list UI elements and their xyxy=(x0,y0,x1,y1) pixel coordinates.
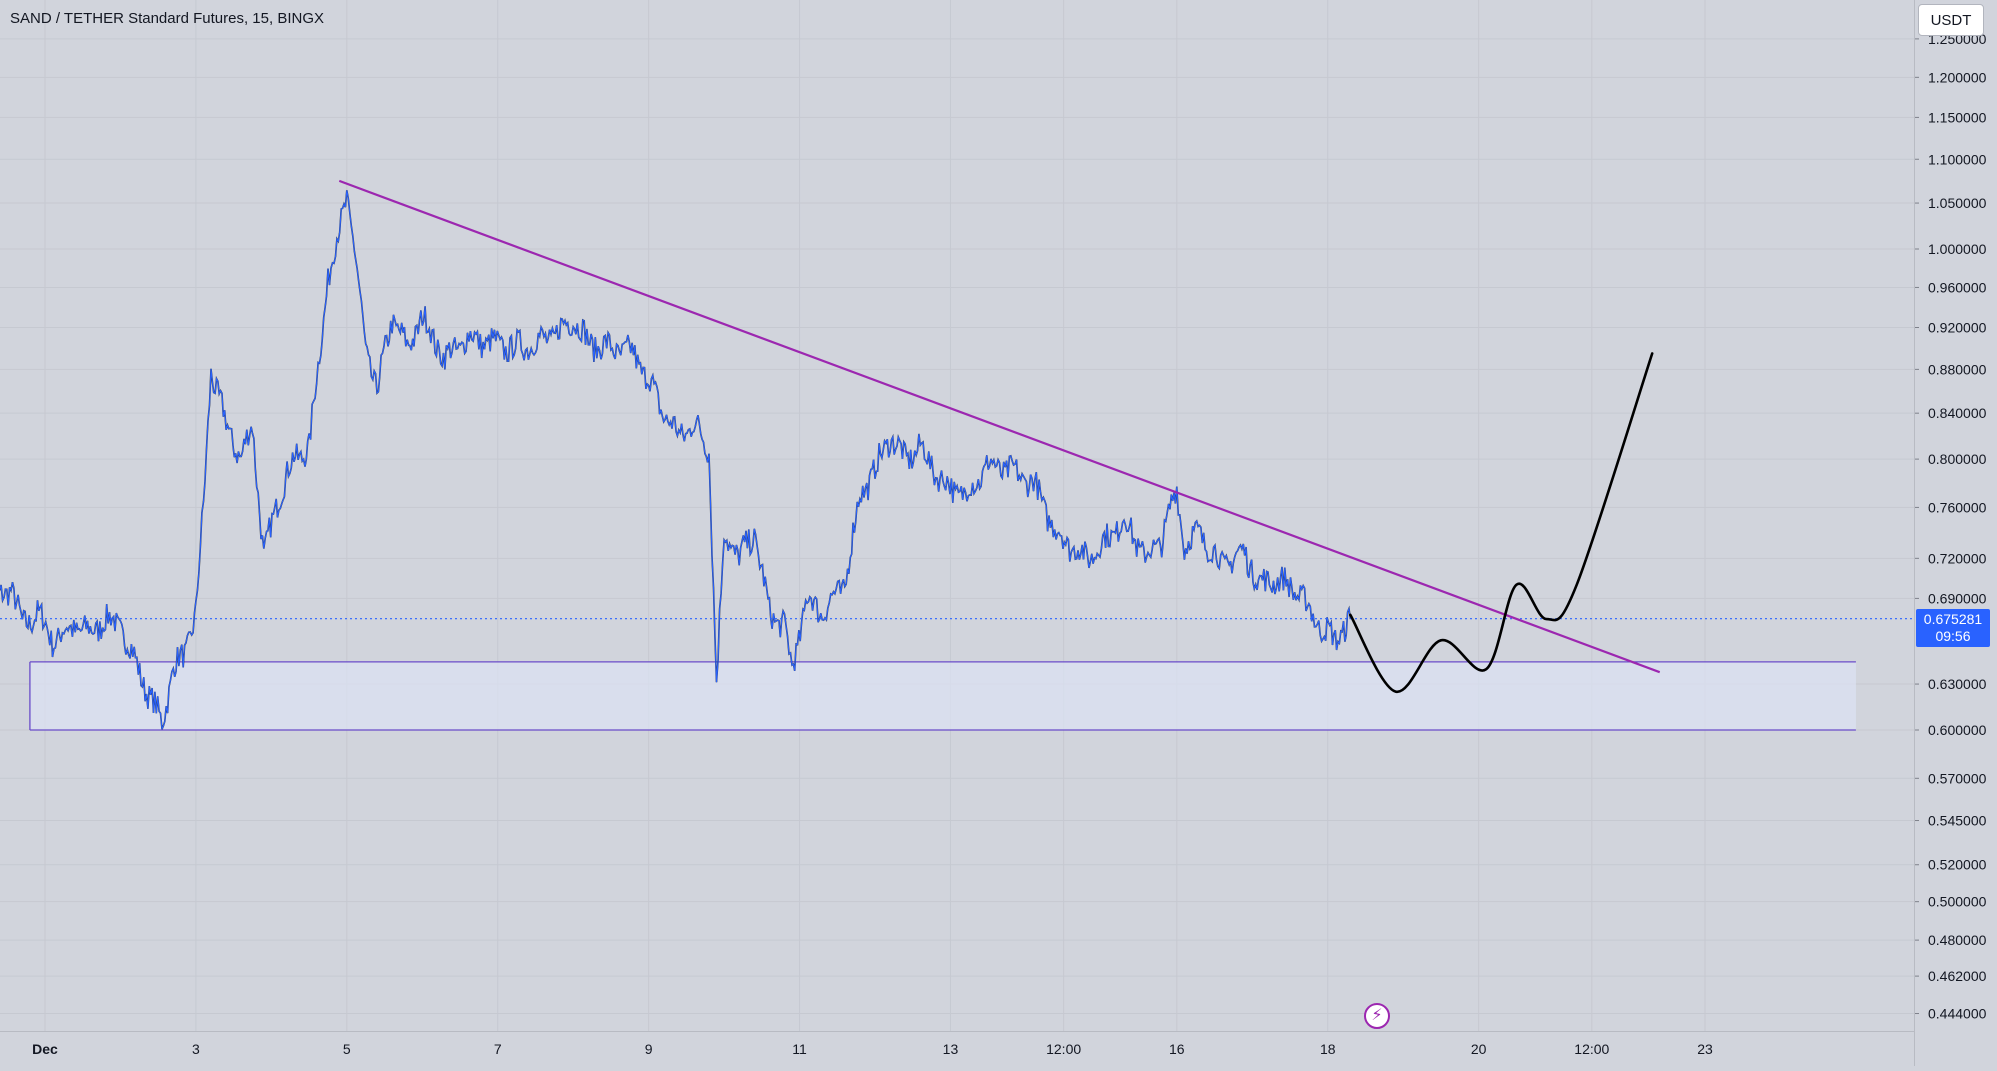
annotations xyxy=(338,179,1661,693)
price-series xyxy=(0,190,1914,730)
price-tick-label: 0.462000 xyxy=(1928,968,1987,984)
time-tick-label: 12:00 xyxy=(1046,1041,1081,1057)
price-tick-label: 0.520000 xyxy=(1928,857,1987,873)
price-tick-label: 0.880000 xyxy=(1928,361,1987,377)
last-price-badge: 0.675281 09:56 xyxy=(1916,608,1990,647)
time-tick-label: 20 xyxy=(1471,1041,1487,1057)
last-price-value: 0.675281 xyxy=(1923,610,1983,627)
price-tick-label: 0.600000 xyxy=(1928,722,1987,738)
currency-button[interactable]: USDT xyxy=(1918,4,1984,36)
time-tick-label: 13 xyxy=(943,1041,959,1057)
price-tick-label: 1.200000 xyxy=(1928,69,1987,85)
price-tick-label: 1.100000 xyxy=(1928,151,1987,167)
price-tick-label: 0.500000 xyxy=(1928,894,1987,910)
time-tick-label: 3 xyxy=(192,1041,200,1057)
price-tick-label: 0.545000 xyxy=(1928,813,1987,829)
price-tick-label: 0.920000 xyxy=(1928,320,1987,336)
projected-path xyxy=(1349,352,1654,693)
lightning-icon[interactable]: ⚡ xyxy=(1364,1003,1390,1029)
trendline-resistance xyxy=(338,179,1661,674)
price-tick-label: 0.960000 xyxy=(1928,279,1987,295)
price-tick-label: 0.800000 xyxy=(1928,451,1987,467)
price-tick-label: 0.760000 xyxy=(1928,499,1987,515)
price-tick-label: 0.444000 xyxy=(1928,1006,1987,1022)
price-tick-label: 0.720000 xyxy=(1928,550,1987,566)
time-axis[interactable]: Dec 3 5 7 9 11 13 12:00 16 18 20 12:00 23 xyxy=(32,1041,1713,1057)
price-tick-label: 0.480000 xyxy=(1928,932,1987,948)
time-tick-label: Dec xyxy=(32,1041,58,1057)
support-zone xyxy=(29,661,1856,731)
price-candles xyxy=(0,190,1352,730)
price-tick-label: 1.000000 xyxy=(1928,241,1987,257)
price-axis-divider xyxy=(1914,0,1915,1066)
time-tick-label: 9 xyxy=(645,1041,653,1057)
bar-countdown: 09:56 xyxy=(1935,627,1971,644)
price-axis[interactable]: 1.2500001.2000001.1500001.1000001.050000… xyxy=(1914,31,1987,1022)
time-axis-divider xyxy=(0,1031,1914,1032)
price-tick-label: 0.840000 xyxy=(1928,405,1987,421)
grid xyxy=(0,0,1914,1031)
symbol-title: SAND / TETHER Standard Futures, 15, BING… xyxy=(10,10,325,27)
price-tick-label: 1.150000 xyxy=(1928,109,1987,125)
price-tick-label: 0.570000 xyxy=(1928,770,1987,786)
time-tick-label: 18 xyxy=(1320,1041,1336,1057)
time-tick-label: 7 xyxy=(494,1041,502,1057)
time-tick-label: 11 xyxy=(792,1041,807,1057)
time-tick-label: 5 xyxy=(343,1041,351,1057)
price-tick-label: 1.050000 xyxy=(1928,195,1987,211)
price-tick-label: 0.630000 xyxy=(1928,676,1987,692)
price-tick-label: 0.690000 xyxy=(1928,590,1987,606)
time-tick-label: 12:00 xyxy=(1574,1041,1609,1057)
time-tick-label: 23 xyxy=(1697,1041,1713,1057)
time-tick-label: 16 xyxy=(1169,1041,1185,1057)
support-zone-fill xyxy=(29,661,1856,730)
price-line xyxy=(0,190,1351,730)
